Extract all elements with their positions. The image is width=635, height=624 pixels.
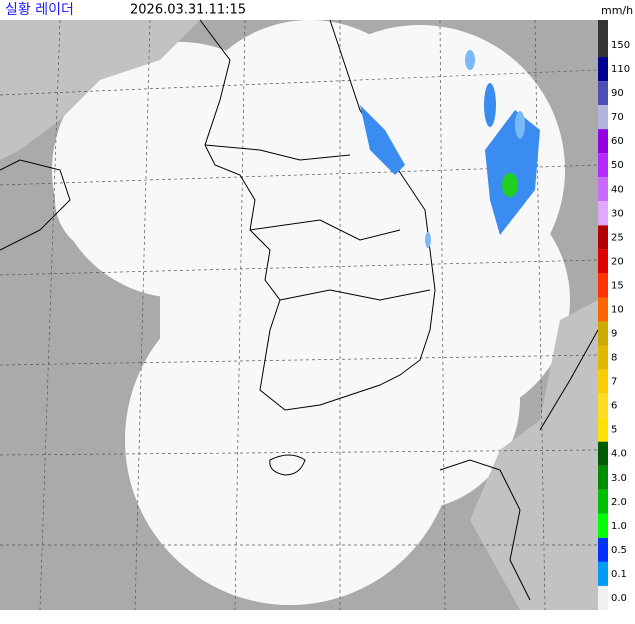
legend-swatch [598, 201, 608, 226]
legend-cap [598, 20, 608, 33]
legend-label: 10 [611, 304, 624, 315]
legend-swatch [598, 513, 608, 538]
legend-label: 90 [611, 88, 624, 99]
unit: mm/h [601, 4, 633, 17]
legend-label: 8 [611, 353, 617, 364]
legend-swatch [598, 489, 608, 514]
legend-swatch [598, 225, 608, 250]
legend-swatch [598, 105, 608, 130]
legend-swatch [598, 345, 608, 370]
legend-label: 25 [611, 232, 624, 243]
legend: 150 110 90 70 60 50 40 30 25 20 15 10 9 8 7 6 5 4.0 3.0 2.0… [598, 20, 635, 620]
legend-label: 6 [611, 401, 617, 412]
legend-label: 9 [611, 329, 617, 340]
legend-swatch [598, 57, 608, 82]
legend-label: 110 [611, 64, 630, 75]
legend-label: 0.5 [611, 545, 627, 556]
legend-swatch [598, 369, 608, 394]
legend-label: 4.0 [611, 449, 627, 460]
legend-label: 5 [611, 425, 617, 436]
legend-swatch [598, 393, 608, 418]
echoes [360, 50, 540, 248]
legend-swatch [598, 585, 608, 610]
legend-label: 0.1 [611, 569, 627, 580]
legend-swatch [598, 561, 608, 586]
legend-label: 20 [611, 256, 624, 267]
legend-label: 40 [611, 184, 624, 195]
legend-label: 7 [611, 377, 617, 388]
legend-label: 3.0 [611, 473, 627, 484]
map-area [0, 19, 599, 611]
land [0, 20, 598, 610]
timestamp: 2026.03.31.11:15 [130, 3, 246, 18]
legend-label: 0.0 [611, 593, 627, 604]
legend-swatch [598, 129, 608, 154]
legend-label: 70 [611, 112, 624, 123]
legend-swatch [598, 177, 608, 202]
legend-swatch [598, 153, 608, 178]
title: 실황 레이더 [5, 2, 74, 18]
legend-swatch [598, 537, 608, 562]
legend-label: 15 [611, 280, 624, 291]
legend-label: 150 [611, 40, 630, 51]
legend-label: 1.0 [611, 521, 627, 532]
legend-swatch [598, 297, 608, 322]
legend-swatch [598, 465, 608, 490]
legend-swatch [598, 81, 608, 106]
legend-label: 2.0 [611, 497, 627, 508]
legend-swatch [598, 441, 608, 466]
legend-label: 30 [611, 208, 624, 219]
legend-swatch [598, 33, 608, 58]
grid [0, 19, 599, 611]
header-bar [0, 0, 635, 20]
legend-label: 50 [611, 160, 624, 171]
legend-swatch [598, 321, 608, 346]
legend-label: 60 [611, 136, 624, 147]
legend-swatch [598, 249, 608, 274]
legend-swatch [598, 417, 608, 442]
coastline [0, 19, 599, 601]
legend-swatch [598, 273, 608, 298]
